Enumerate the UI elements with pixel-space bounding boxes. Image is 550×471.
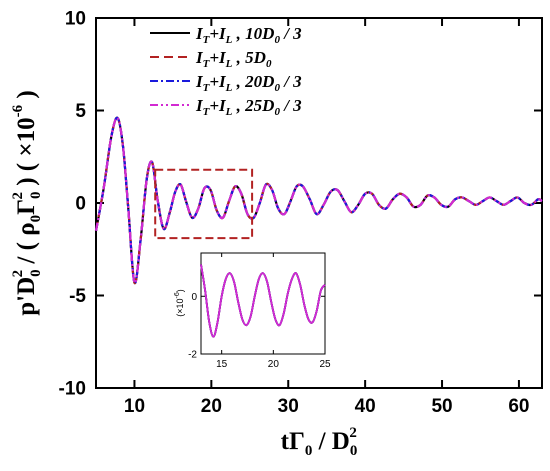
x-axis-label: tΓ0 / D02 xyxy=(281,425,358,459)
main-series xyxy=(94,116,543,285)
main-ticks xyxy=(96,17,542,389)
legend-label-5d0: IT+IL , 5D0 xyxy=(195,48,272,70)
inset-series-line-3 xyxy=(200,264,326,338)
inset-tick-labels: 15 20 25 -2 0 xyxy=(188,292,331,370)
main-x-tick-label: 50 xyxy=(431,396,452,417)
inset-y-tick-label: 0 xyxy=(191,292,197,303)
legend: IT+IL , 10D0 / 3 IT+IL , 5D0 IT+IL , 20D… xyxy=(150,24,302,118)
inset-series xyxy=(200,264,326,338)
inset-y-axis-label: (×10-6) xyxy=(174,289,185,317)
legend-label-25d0-3: IT+IL , 25D0 / 3 xyxy=(195,96,302,118)
main-series-line-3 xyxy=(94,116,543,285)
main-x-tick-label: 60 xyxy=(508,396,529,417)
main-x-tick-label: 20 xyxy=(201,396,222,417)
main-series-line-2 xyxy=(94,116,543,285)
legend-entry-25d0-3: IT+IL , 25D0 / 3 xyxy=(150,96,302,118)
inset-x-tick-label: 15 xyxy=(216,359,228,370)
main-y-tick-label: 10 xyxy=(65,9,86,30)
inset-frame xyxy=(200,252,326,355)
main-x-tick-label: 30 xyxy=(278,396,299,417)
main-x-tick-label: 40 xyxy=(355,396,376,417)
main-y-tick-label: -5 xyxy=(69,286,86,307)
y-axis-label: p'D02 / ( ρ0Γ02 ) ( ×10-6 ) xyxy=(10,90,44,315)
inset-x-tick-label: 20 xyxy=(268,359,280,370)
inset-x-tick-label: 25 xyxy=(319,359,331,370)
inset-ticks xyxy=(201,253,326,355)
main-x-tick-label: 10 xyxy=(124,396,145,417)
zoom-highlight-box xyxy=(154,168,254,240)
main-y-tick-label: 0 xyxy=(75,194,86,215)
legend-entry-10d0-3: IT+IL , 10D0 / 3 xyxy=(150,24,302,46)
legend-label-20d0-3: IT+IL , 20D0 / 3 xyxy=(195,72,302,94)
main-tick-labels: 10 20 30 40 50 60 -10 -5 0 5 10 xyxy=(59,9,530,417)
main-y-tick-label: 5 xyxy=(75,101,86,122)
legend-entry-20d0-3: IT+IL , 20D0 / 3 xyxy=(150,72,302,94)
legend-label-10d0-3: IT+IL , 10D0 / 3 xyxy=(195,24,302,46)
inset-y-tick-label: -2 xyxy=(188,350,197,361)
legend-entry-5d0: IT+IL , 5D0 xyxy=(150,48,272,70)
main-y-tick-label: -10 xyxy=(59,379,86,400)
